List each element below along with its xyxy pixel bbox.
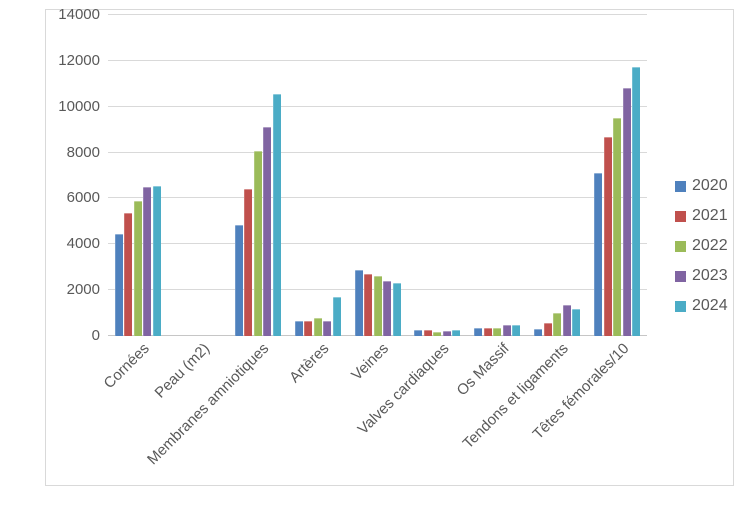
bar-2021 bbox=[543, 322, 552, 336]
bar-group bbox=[527, 15, 587, 336]
gridline bbox=[108, 243, 647, 245]
bar-group bbox=[288, 15, 348, 336]
bar-2020 bbox=[534, 329, 543, 336]
legend-swatch-icon bbox=[675, 270, 686, 282]
bar-2021 bbox=[244, 189, 253, 336]
bar-group bbox=[228, 15, 288, 336]
x-tick-label: Peau (m2) bbox=[151, 340, 213, 402]
bar-2022 bbox=[253, 151, 262, 336]
legend: 2020 2021 2022 2023 2024 bbox=[675, 177, 728, 327]
legend-swatch-icon bbox=[675, 300, 686, 312]
bar-2023 bbox=[323, 320, 332, 336]
y-tick-label: 0 bbox=[91, 327, 100, 344]
y-tick-label: 14000 bbox=[58, 6, 100, 23]
legend-label: 2021 bbox=[692, 207, 728, 224]
gridline bbox=[108, 14, 647, 15]
bar-2020 bbox=[474, 328, 483, 336]
legend-item-2021: 2021 bbox=[675, 207, 728, 225]
bar-2022 bbox=[313, 318, 322, 336]
bar-2020 bbox=[234, 224, 243, 336]
x-axis: Cornées Peau (m2) Membranes amniotiques Art… bbox=[101, 340, 647, 485]
bar-2024 bbox=[572, 308, 581, 336]
y-tick-label: 4000 bbox=[66, 235, 100, 253]
y-tick-label: 10000 bbox=[58, 97, 100, 115]
bar-2021 bbox=[364, 274, 372, 336]
bar-2020 bbox=[114, 233, 123, 336]
legend-item-2020: 2020 bbox=[675, 177, 728, 195]
bar-groups bbox=[108, 15, 647, 336]
bar-2023 bbox=[562, 305, 571, 336]
y-tick-label: 8000 bbox=[66, 143, 100, 161]
bar-2024 bbox=[632, 66, 641, 336]
bar-group bbox=[587, 15, 647, 336]
x-tick-label: Membranes amniotiques bbox=[144, 340, 273, 469]
bar-2023 bbox=[143, 186, 152, 336]
bar-2020 bbox=[354, 269, 363, 336]
bar-2024 bbox=[512, 325, 521, 336]
gridline bbox=[108, 59, 647, 61]
bar-2023 bbox=[383, 280, 391, 336]
gridline bbox=[108, 197, 647, 199]
plot-area bbox=[108, 14, 647, 336]
legend-item-2024: 2024 bbox=[675, 297, 728, 315]
bar-2020 bbox=[594, 173, 603, 336]
bar-2022 bbox=[433, 331, 442, 336]
bar-2024 bbox=[332, 296, 341, 336]
legend-item-2022: 2022 bbox=[675, 237, 728, 255]
bar-2020 bbox=[414, 330, 423, 336]
bar-group bbox=[348, 15, 408, 336]
bar-2022 bbox=[553, 313, 562, 336]
y-tick-label: 12000 bbox=[58, 51, 100, 69]
bar-2024 bbox=[452, 329, 461, 336]
legend-label: 2023 bbox=[692, 267, 728, 284]
bar-2021 bbox=[603, 136, 612, 336]
y-tick-label: 2000 bbox=[66, 281, 100, 299]
gridline bbox=[108, 151, 647, 153]
legend-swatch-icon bbox=[675, 210, 686, 222]
bar-group bbox=[168, 15, 228, 336]
bar-2020 bbox=[294, 321, 303, 336]
x-tick-label: Cornées bbox=[100, 340, 153, 393]
y-axis: 0 2000 4000 6000 8000 10000 12000 14000 bbox=[46, 6, 100, 344]
y-tick-label: 6000 bbox=[66, 189, 100, 207]
bar-2021 bbox=[304, 321, 313, 336]
bar-2021 bbox=[483, 327, 492, 336]
legend-item-2023: 2023 bbox=[675, 267, 728, 285]
legend-swatch-icon bbox=[675, 240, 686, 252]
bar-2024 bbox=[272, 94, 281, 336]
x-tick-label: Artères bbox=[286, 340, 333, 387]
bar-group bbox=[467, 15, 527, 336]
bar-2022 bbox=[133, 200, 142, 336]
legend-swatch-icon bbox=[675, 180, 686, 192]
x-tick-label: Os Massif bbox=[453, 340, 513, 400]
bar-group bbox=[407, 15, 467, 336]
bar-2023 bbox=[622, 88, 631, 336]
legend-label: 2020 bbox=[692, 177, 728, 194]
bar-2023 bbox=[442, 330, 451, 336]
chart-frame: 0 2000 4000 6000 8000 10000 12000 14000 Cornées… bbox=[45, 6, 734, 486]
x-tick-label: Tendons et ligaments bbox=[459, 340, 573, 453]
bar-2021 bbox=[423, 330, 432, 336]
legend-label: 2024 bbox=[692, 297, 728, 314]
x-tick-label: Veines bbox=[348, 340, 393, 384]
bar-2024 bbox=[392, 283, 401, 336]
bar-2021 bbox=[124, 213, 133, 336]
gridline bbox=[108, 105, 647, 107]
bar-2022 bbox=[373, 276, 382, 336]
bar-2023 bbox=[263, 127, 272, 336]
bar-2024 bbox=[152, 185, 161, 336]
bar-2023 bbox=[502, 324, 511, 336]
bar-2022 bbox=[493, 327, 502, 336]
bar-2022 bbox=[613, 118, 622, 336]
bar-group bbox=[108, 15, 168, 336]
legend-label: 2022 bbox=[692, 237, 728, 254]
